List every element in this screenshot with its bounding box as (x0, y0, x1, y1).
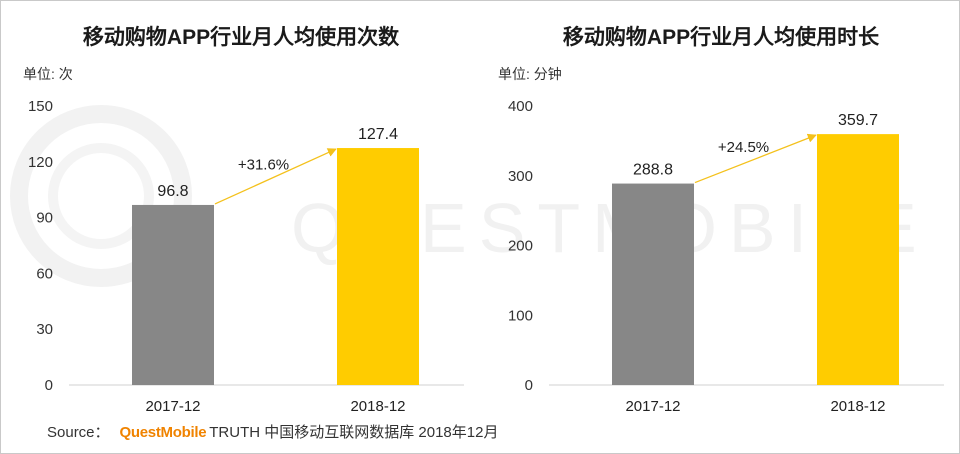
y-tick-label: 90 (36, 210, 53, 227)
y-tick-label: 300 (508, 168, 533, 185)
unit-label-duration: 单位: 分钟 (498, 66, 562, 82)
value-label: 288.8 (633, 162, 673, 179)
x-tick-label: 2018-12 (350, 398, 405, 415)
value-label: 127.4 (358, 126, 398, 143)
growth-label: +24.5% (718, 139, 769, 156)
y-tick-label: 60 (36, 265, 53, 282)
growth-label: +31.6% (238, 156, 289, 173)
unit-label-count: 单位: 次 (23, 66, 73, 82)
value-label: 96.8 (157, 183, 188, 200)
source-label: Source： (47, 424, 110, 441)
source-text: TRUTH 中国移动互联网数据库 2018年12月 (209, 424, 499, 441)
y-tick-label: 100 (508, 307, 533, 324)
source-footer: Source： QuestMobile TRUTH 中国移动互联网数据库 2018年… (47, 423, 498, 443)
growth-arrow (694, 133, 817, 184)
bar-2017-12 (612, 183, 694, 385)
chart-title-usage-count: 移动购物APP行业月人均使用次数 (82, 26, 400, 49)
y-tick-label: 120 (28, 154, 53, 171)
y-tick-label: 200 (508, 238, 533, 255)
value-label: 359.7 (838, 112, 878, 129)
x-tick-label: 2017-12 (145, 398, 200, 415)
y-tick-label: 30 (36, 321, 53, 338)
bar-2017-12 (132, 204, 214, 385)
x-tick-label: 2017-12 (625, 398, 680, 415)
y-tick-label: 0 (525, 377, 533, 394)
chart-1: 0 30 60 90 120 150 96.8 2017-12 127.4 2018-12 +31.… (28, 98, 464, 415)
chart-title-usage-duration: 移动购物APP行业月人均使用时长 (562, 26, 880, 49)
y-tick-label: 150 (28, 98, 53, 115)
bar-2018-12 (337, 148, 419, 385)
bar-2018-12 (817, 134, 899, 385)
chart-2: 0 100 200 300 400 288.8 2017-12 359.7 2018-12 +24… (508, 98, 944, 415)
growth-arrow (214, 148, 337, 205)
y-tick-label: 0 (45, 377, 53, 394)
x-tick-label: 2018-12 (830, 398, 885, 415)
brand-logo-text: QuestMobile (119, 424, 207, 441)
y-tick-label: 400 (508, 98, 533, 115)
